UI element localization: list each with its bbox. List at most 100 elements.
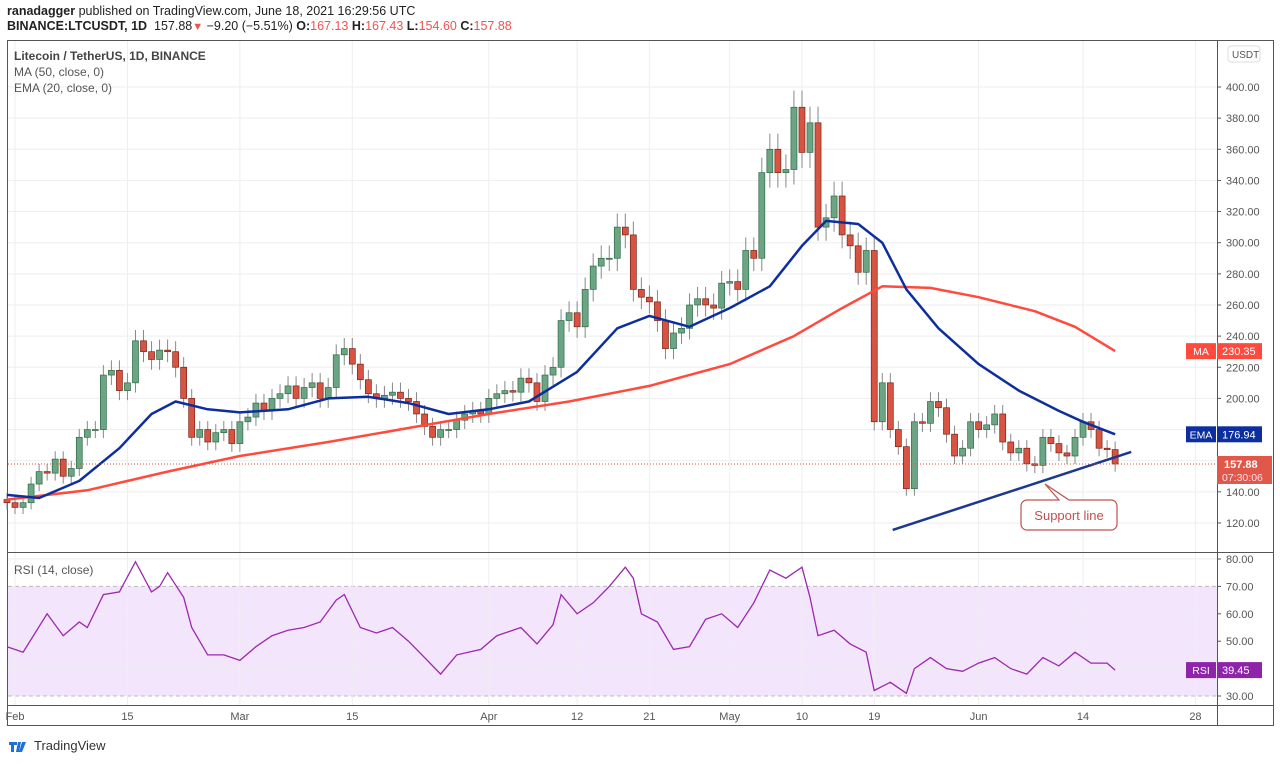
x-tick-label: Apr bbox=[480, 711, 497, 723]
candle bbox=[854, 232, 862, 285]
candle-body-down bbox=[1103, 447, 1111, 450]
candle bbox=[927, 392, 934, 433]
candle bbox=[654, 290, 661, 332]
candle bbox=[429, 417, 436, 446]
candle bbox=[348, 337, 356, 375]
legend-rsi[interactable]: RSI (14, close) bbox=[14, 563, 94, 577]
candle bbox=[646, 285, 653, 314]
candle-body-down bbox=[429, 426, 436, 438]
candle bbox=[846, 221, 854, 259]
candle-body-down bbox=[356, 363, 364, 381]
candle-body-up bbox=[67, 468, 75, 477]
candle bbox=[999, 405, 1007, 451]
candle-body-up bbox=[100, 374, 107, 430]
candle-body-up bbox=[340, 348, 348, 356]
candle-body-up bbox=[718, 282, 726, 309]
chart-frame[interactable] bbox=[7, 40, 1274, 726]
x-tick-label: Jun bbox=[970, 711, 988, 723]
candle bbox=[870, 237, 878, 431]
candle-body-up bbox=[549, 366, 557, 376]
candle bbox=[758, 157, 766, 272]
candle-body-down bbox=[533, 382, 541, 402]
candle-body-down bbox=[3, 499, 11, 504]
candle bbox=[790, 90, 798, 185]
candle bbox=[517, 368, 525, 402]
candle-body-up bbox=[541, 374, 549, 402]
ma50-line bbox=[6, 285, 1116, 501]
candle-body-up bbox=[485, 398, 493, 415]
candle-body-up bbox=[959, 447, 966, 457]
candle-body-up bbox=[991, 413, 999, 426]
high-label: H: bbox=[351, 19, 366, 33]
high-value: 167.43 bbox=[365, 19, 404, 33]
candle-body-down bbox=[814, 122, 822, 228]
candle bbox=[172, 341, 179, 378]
candle-body-down bbox=[919, 421, 926, 424]
candle-body-up bbox=[557, 320, 565, 368]
candle-body-up bbox=[91, 429, 99, 431]
candle bbox=[967, 412, 974, 457]
candle bbox=[1071, 428, 1079, 464]
candle-body-down bbox=[654, 301, 661, 321]
candle bbox=[212, 424, 220, 451]
candle bbox=[694, 286, 701, 317]
x-tick-label: Mar bbox=[230, 711, 249, 723]
ma-value-badge bbox=[1217, 343, 1262, 360]
candle-body-down bbox=[405, 398, 412, 402]
legend-ma[interactable]: MA (50, close, 0) bbox=[14, 65, 105, 79]
candle-body-up bbox=[782, 169, 790, 173]
candle-body-down bbox=[750, 250, 758, 259]
candle bbox=[316, 373, 324, 408]
candle-body-up bbox=[324, 387, 332, 399]
rsi-value-badge bbox=[1217, 662, 1262, 679]
candle bbox=[124, 373, 131, 401]
legend-ema[interactable]: EMA (20, close, 0) bbox=[14, 81, 113, 95]
candle bbox=[35, 464, 43, 492]
candle bbox=[27, 476, 35, 510]
candle bbox=[549, 357, 557, 385]
candle bbox=[991, 405, 999, 434]
chart-canvas[interactable]: 120.00 140.00 200.00 220.00 240.00 260.00 280.… bbox=[0, 0, 1280, 730]
last-price-label: 157.88 bbox=[1224, 459, 1258, 471]
candle-body-down bbox=[573, 312, 581, 328]
y-tick-label: 220.00 bbox=[1226, 362, 1260, 374]
candle-body-down bbox=[11, 502, 19, 508]
candle-body-up bbox=[196, 429, 204, 438]
candle bbox=[766, 133, 774, 188]
candle bbox=[1103, 440, 1111, 458]
ema-value-badge bbox=[1217, 426, 1262, 443]
candle-body-down bbox=[365, 379, 372, 395]
candle-body-down bbox=[59, 458, 67, 477]
candle bbox=[236, 412, 244, 452]
candle bbox=[726, 269, 734, 296]
candle-body-up bbox=[1039, 436, 1047, 466]
candle bbox=[581, 277, 589, 338]
candle-body-down bbox=[1063, 452, 1071, 457]
candle-body-down bbox=[316, 382, 324, 399]
candle bbox=[260, 393, 268, 420]
candle bbox=[276, 384, 284, 408]
candle bbox=[43, 464, 51, 481]
candle bbox=[373, 384, 380, 408]
candle bbox=[774, 133, 782, 188]
candle bbox=[1039, 428, 1047, 474]
tradingview-logo[interactable]: TradingView bbox=[8, 738, 106, 753]
publisher[interactable]: ranadagger bbox=[7, 4, 76, 18]
candle-body-down bbox=[1055, 443, 1063, 454]
candle-body-down bbox=[1007, 441, 1015, 454]
currency-label: USDT bbox=[1232, 50, 1259, 61]
candle bbox=[397, 382, 404, 408]
candle bbox=[862, 237, 870, 285]
candle bbox=[308, 373, 316, 398]
candle-body-up bbox=[284, 385, 292, 395]
candle bbox=[148, 341, 155, 370]
candle-body-up bbox=[75, 436, 83, 469]
candle-body-up bbox=[983, 424, 991, 430]
candle-body-up bbox=[19, 502, 27, 508]
candle-body-up bbox=[332, 354, 340, 388]
candle bbox=[437, 420, 444, 446]
candle bbox=[1007, 433, 1015, 461]
candle bbox=[1079, 412, 1087, 446]
candle bbox=[806, 106, 814, 168]
x-tick-label: 28 bbox=[1189, 711, 1201, 723]
